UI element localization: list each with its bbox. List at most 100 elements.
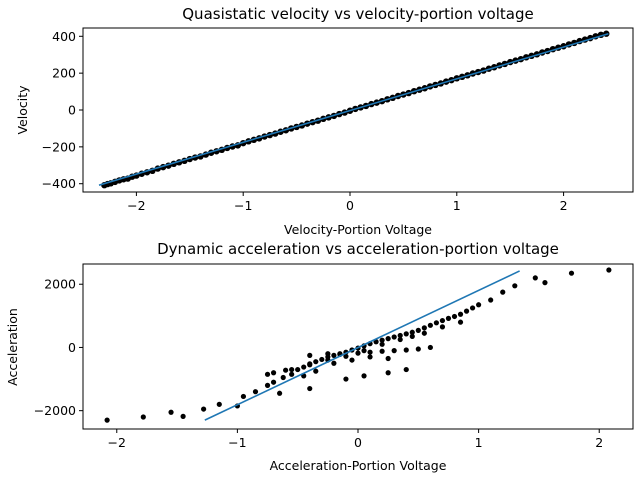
acceleration-data-point xyxy=(385,355,391,362)
acceleration-x-tick-label: 1 xyxy=(475,435,483,450)
acceleration-data-point xyxy=(476,302,482,308)
acceleration-data-point xyxy=(439,324,446,330)
velocity-fit-line-path xyxy=(98,32,609,186)
velocity-chart-title: Quasistatic velocity vs velocity-portion… xyxy=(182,5,533,23)
acceleration-y-ticks: −2000 0 2000 xyxy=(34,277,83,418)
acceleration-data-point xyxy=(542,280,548,286)
acceleration-data-point xyxy=(421,330,427,336)
acceleration-data-point xyxy=(469,305,476,311)
velocity-subplot: Quasistatic velocity vs velocity-portion… xyxy=(15,5,634,237)
acceleration-data-point xyxy=(457,311,464,317)
velocity-y-axis-label: Velocity xyxy=(15,85,30,135)
acceleration-data-point xyxy=(355,350,361,356)
acceleration-data-point xyxy=(270,370,277,376)
acceleration-data-point xyxy=(301,364,307,370)
acceleration-y-axis-label: Acceleration xyxy=(5,308,20,386)
acceleration-data-point xyxy=(361,373,367,379)
velocity-x-tick-label: 1 xyxy=(453,198,461,213)
velocity-x-tick-label: −1 xyxy=(234,198,252,213)
acceleration-data-point xyxy=(319,356,325,363)
acceleration-data-point xyxy=(379,348,385,354)
acceleration-data-point xyxy=(397,336,403,343)
acceleration-data-point xyxy=(385,336,391,342)
acceleration-data-point xyxy=(421,325,427,331)
acceleration-data-point xyxy=(349,357,355,363)
acceleration-data-point xyxy=(415,346,421,352)
acceleration-data-point xyxy=(325,351,331,357)
acceleration-fit-line-path xyxy=(204,270,520,421)
acceleration-scatter-points xyxy=(104,267,612,423)
acceleration-data-point xyxy=(252,389,259,395)
acceleration-data-point xyxy=(403,347,409,353)
acceleration-data-point xyxy=(606,267,612,273)
acceleration-fit-line xyxy=(204,270,520,421)
acceleration-x-axis-label: Acceleration-Portion Voltage xyxy=(270,458,447,473)
velocity-y-tick-label: 0 xyxy=(68,103,76,118)
acceleration-data-point xyxy=(488,297,494,303)
velocity-x-ticks: −2 −1 0 1 2 xyxy=(127,192,568,213)
acceleration-data-point xyxy=(264,382,271,388)
velocity-x-tick-label: −2 xyxy=(127,198,145,213)
acceleration-data-point xyxy=(500,289,506,295)
acceleration-subplot: Dynamic acceleration vs acceleration-por… xyxy=(5,240,634,473)
velocity-y-tick-label: −200 xyxy=(42,139,76,154)
acceleration-data-point xyxy=(512,283,518,289)
acceleration-data-point xyxy=(451,313,458,320)
acceleration-data-point xyxy=(367,349,373,355)
acceleration-data-point xyxy=(409,333,415,339)
acceleration-x-tick-label: 0 xyxy=(354,435,362,450)
acceleration-data-point xyxy=(445,315,452,321)
velocity-y-tick-label: −400 xyxy=(42,176,76,191)
acceleration-data-point xyxy=(433,320,439,326)
acceleration-data-point xyxy=(367,354,373,360)
velocity-y-ticks: −400 −200 0 200 400 xyxy=(42,29,83,191)
acceleration-data-point xyxy=(331,352,337,358)
acceleration-x-tick-label: −1 xyxy=(228,435,246,450)
acceleration-data-point xyxy=(168,409,174,415)
acceleration-data-point xyxy=(427,322,433,328)
acceleration-data-point xyxy=(379,341,385,347)
velocity-fit-line xyxy=(98,32,609,186)
acceleration-data-point xyxy=(307,352,313,358)
acceleration-data-point xyxy=(361,348,367,354)
acceleration-chart-title: Dynamic acceleration vs acceleration-por… xyxy=(157,240,559,258)
acceleration-data-point xyxy=(295,366,301,373)
acceleration-data-point xyxy=(270,379,277,385)
acceleration-data-point xyxy=(331,360,337,366)
acceleration-y-tick-label: −2000 xyxy=(34,403,76,418)
acceleration-data-point xyxy=(180,413,186,419)
velocity-y-tick-label: 200 xyxy=(52,66,76,81)
acceleration-data-point xyxy=(415,327,421,333)
acceleration-data-point xyxy=(379,337,385,343)
acceleration-data-point xyxy=(104,417,110,423)
velocity-x-axis-label: Velocity-Portion Voltage xyxy=(284,222,432,237)
acceleration-data-point xyxy=(280,374,286,381)
acceleration-data-point xyxy=(201,406,207,412)
acceleration-data-point xyxy=(313,359,319,365)
acceleration-data-point xyxy=(277,390,283,396)
acceleration-data-point xyxy=(463,308,470,314)
acceleration-data-point xyxy=(216,401,222,407)
acceleration-data-point xyxy=(264,371,271,377)
acceleration-x-tick-label: 2 xyxy=(595,435,603,450)
acceleration-data-point xyxy=(568,270,575,276)
acceleration-y-tick-label: 0 xyxy=(68,340,76,355)
acceleration-data-point xyxy=(403,331,409,337)
acceleration-data-point xyxy=(289,371,295,377)
acceleration-data-point xyxy=(307,385,313,392)
acceleration-data-point xyxy=(140,414,146,420)
acceleration-data-point xyxy=(403,366,409,373)
acceleration-x-tick-label: −2 xyxy=(108,435,126,450)
acceleration-data-point xyxy=(409,329,415,335)
velocity-x-tick-label: 0 xyxy=(346,198,354,213)
acceleration-data-point xyxy=(391,334,397,340)
acceleration-data-point xyxy=(457,319,464,325)
acceleration-data-point xyxy=(397,332,403,339)
acceleration-data-point xyxy=(343,376,349,382)
velocity-x-tick-label: 2 xyxy=(560,198,568,213)
acceleration-y-tick-label: 2000 xyxy=(44,277,76,292)
acceleration-data-point xyxy=(313,368,319,374)
acceleration-data-point xyxy=(283,367,289,373)
acceleration-data-point xyxy=(427,344,433,351)
